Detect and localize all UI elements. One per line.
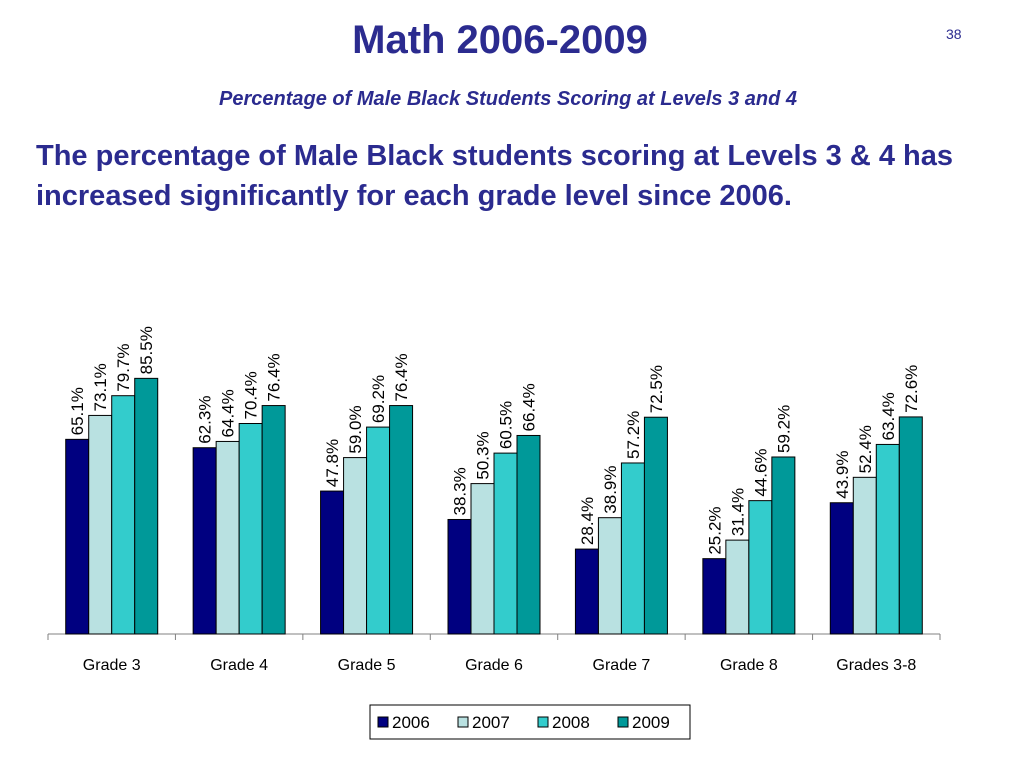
bar-2008-grade-7: [620, 462, 645, 635]
data-label: 43.9%: [833, 451, 852, 499]
x-tick-label: Grade 7: [593, 657, 651, 674]
bar-2006-grade-4: [192, 447, 217, 635]
data-label: 64.4%: [219, 389, 238, 437]
bar-2009-grade-4: [261, 405, 286, 635]
data-label: 60.5%: [497, 401, 516, 449]
bar-2008-grade-6: [493, 452, 518, 635]
data-label: 50.3%: [474, 431, 493, 479]
data-label: 65.1%: [68, 387, 87, 435]
legend-swatch: [457, 716, 469, 728]
legend: [369, 704, 691, 740]
bar-2009-grade-6: [516, 434, 541, 635]
legend-label: 2006: [392, 713, 430, 732]
data-label: 28.4%: [578, 497, 597, 545]
bar-2008-grade-4: [238, 423, 263, 635]
data-label: 72.5%: [647, 365, 666, 413]
data-label: 59.2%: [774, 405, 793, 453]
data-label: 69.2%: [369, 375, 388, 423]
bar-2008-grade-8: [748, 500, 773, 635]
data-label: 79.7%: [114, 343, 133, 391]
data-label: 63.4%: [879, 392, 898, 440]
x-tick-label: Grade 3: [83, 657, 141, 674]
bar-2007-grade-5: [343, 457, 368, 635]
legend-label: 2008: [552, 713, 590, 732]
bar-2009-grade-3: [134, 377, 159, 635]
bar-2006-grade-5: [320, 490, 345, 635]
x-tick-label: Grade 4: [210, 657, 268, 674]
data-label: 52.4%: [856, 425, 875, 473]
data-label: 38.3%: [451, 467, 470, 515]
bar-2008-grades-3-8: [875, 443, 900, 635]
bar-2009-grades-3-8: [898, 416, 923, 635]
data-label: 76.4%: [392, 353, 411, 401]
legend-swatch: [617, 716, 629, 728]
bar-2007-grade-6: [470, 483, 495, 635]
bar-2009-grade-7: [643, 416, 668, 635]
data-label: 38.9%: [601, 465, 620, 513]
legend-swatch: [537, 716, 549, 728]
data-label: 57.2%: [624, 411, 643, 459]
bar-2007-grade-7: [597, 517, 622, 635]
data-label: 70.4%: [242, 371, 261, 419]
data-label: 66.4%: [520, 383, 539, 431]
x-tick-label: Grade 6: [465, 657, 523, 674]
data-label: 76.4%: [265, 353, 284, 401]
data-label: 25.2%: [705, 506, 724, 554]
legend-swatch: [377, 716, 389, 728]
bar-2006-grade-6: [447, 518, 472, 635]
bar-2006-grade-8: [702, 558, 727, 635]
bar-2007-grade-3: [88, 414, 113, 635]
data-label: 85.5%: [137, 326, 156, 374]
slide-subtitle: Percentage of Male Black Students Scorin…: [219, 88, 797, 110]
slide-statement: The percentage of Male Black students sc…: [36, 140, 954, 212]
bar-2009-grade-8: [771, 456, 796, 635]
bar-2006-grades-3-8: [829, 502, 854, 635]
slide-number: 38: [946, 26, 962, 42]
data-label: 59.0%: [346, 405, 365, 453]
bar-2007-grades-3-8: [852, 476, 877, 635]
x-tick-label: Grade 8: [720, 657, 778, 674]
bar-2006-grade-7: [574, 548, 599, 635]
x-tick-label: Grades 3-8: [836, 657, 916, 674]
data-label: 73.1%: [91, 363, 110, 411]
data-label: 44.6%: [751, 448, 770, 496]
bar-2008-grade-3: [111, 395, 136, 635]
data-label: 47.8%: [323, 439, 342, 487]
data-label: 31.4%: [728, 488, 747, 536]
bar-2006-grade-3: [65, 438, 90, 635]
bar-2009-grade-5: [389, 405, 414, 635]
bar-2008-grade-5: [366, 426, 391, 635]
legend-label: 2007: [472, 713, 510, 732]
bar-2007-grade-8: [725, 539, 750, 635]
data-label: 72.6%: [902, 365, 921, 413]
x-tick-label: Grade 5: [338, 657, 396, 674]
bar-2007-grade-4: [215, 440, 240, 635]
data-label: 62.3%: [196, 396, 215, 444]
legend-label: 2009: [632, 713, 670, 732]
slide-title: Math 2006-2009: [352, 18, 648, 62]
